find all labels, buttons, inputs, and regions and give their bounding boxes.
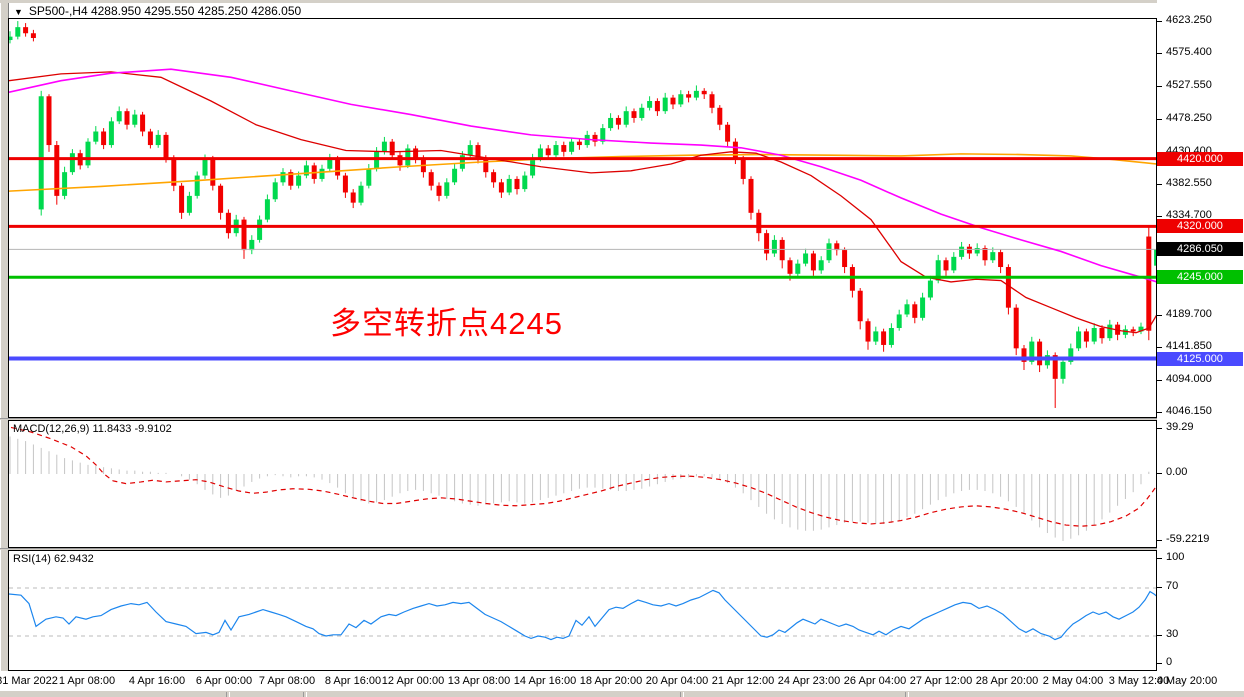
rsi-tick-label: 100 (1166, 551, 1185, 563)
status-divider (680, 692, 684, 697)
time-label: 28 Apr 20:00 (975, 675, 1039, 687)
price-tick-label: 4046.150 (1166, 405, 1212, 417)
status-bar (0, 690, 1244, 697)
macd-canvas[interactable] (9, 421, 1156, 547)
status-divider (905, 692, 909, 697)
annotation-text[interactable]: 多空转折点4245 (330, 306, 563, 341)
status-divider (226, 692, 230, 697)
y-tick-mark (1157, 428, 1162, 429)
y-tick-mark (1157, 663, 1162, 664)
price-chart-panel[interactable] (8, 18, 1157, 418)
time-label: 2 May 04:00 (1042, 675, 1104, 687)
price-scale[interactable]: 4623.250 4575.400 4527.550 4478.250 4430.400… (1157, 0, 1244, 690)
y-tick-mark (1157, 315, 1162, 316)
symbol-dropdown-icon[interactable]: ▼ (14, 7, 23, 17)
rsi-tick-label: 70 (1166, 580, 1179, 592)
rsi-tick-label: 30 (1166, 628, 1179, 640)
price-chart-canvas[interactable] (9, 19, 1156, 417)
y-tick-mark (1157, 53, 1162, 54)
y-tick-mark (1157, 216, 1162, 217)
time-label: 4 Apr 16:00 (128, 675, 186, 687)
price-tick-label: 4094.000 (1166, 373, 1212, 385)
rsi-panel[interactable] (8, 550, 1157, 671)
time-label: 31 Mar 2022 (0, 675, 58, 687)
rsi-label: RSI(14) 62.9432 (13, 553, 94, 565)
price-badge: 4286.050 (1157, 242, 1243, 256)
y-tick-mark (1157, 347, 1162, 348)
time-label: 3 May 12:00 (1108, 675, 1170, 687)
price-badge: 4420.000 (1157, 152, 1243, 166)
price-tick-label: 4527.550 (1166, 79, 1212, 91)
rsi-tick-label: 0 (1166, 656, 1173, 668)
y-tick-mark (1157, 412, 1162, 413)
price-tick-label: 4478.250 (1166, 112, 1212, 124)
y-tick-mark (1157, 21, 1162, 22)
y-tick-mark (1157, 86, 1162, 87)
time-label: 12 Apr 00:00 (381, 675, 445, 687)
y-tick-mark (1157, 558, 1162, 559)
time-label: 21 Apr 12:00 (711, 675, 775, 687)
y-tick-mark (1157, 380, 1162, 381)
price-badge: 4320.000 (1157, 219, 1243, 233)
window-border-top (0, 0, 1244, 3)
price-badge: 4125.000 (1157, 352, 1243, 366)
chart-title-text: SP500-,H4 4288.950 4295.550 4285.250 428… (28, 4, 302, 18)
time-label: 8 Apr 16:00 (324, 675, 382, 687)
time-scale[interactable]: 31 Mar 2022 1 Apr 08:00 4 Apr 16:00 6 Apr 0… (0, 671, 1244, 690)
y-tick-mark (1157, 184, 1162, 185)
time-label: 7 Apr 08:00 (258, 675, 316, 687)
y-tick-mark (1157, 473, 1162, 474)
time-label: 4 May 20:00 (1156, 675, 1218, 687)
price-tick-label: 4623.250 (1166, 14, 1212, 26)
macd-tick-label: 0.00 (1166, 466, 1188, 478)
time-label: 27 Apr 12:00 (909, 675, 973, 687)
time-label: 18 Apr 20:00 (579, 675, 643, 687)
panel-splitter-rsi[interactable] (0, 548, 1244, 550)
time-label: 6 Apr 00:00 (195, 675, 253, 687)
price-badge: 4245.000 (1157, 270, 1243, 284)
time-label: 20 Apr 04:00 (645, 675, 709, 687)
price-tick-label: 4189.700 (1166, 308, 1212, 320)
chart-title: ▼ SP500-,H4 4288.950 4295.550 4285.250 42… (14, 4, 301, 18)
price-tick-label: 4575.400 (1166, 46, 1212, 58)
macd-tick-label: 39.29 (1166, 421, 1194, 433)
macd-label: MACD(12,26,9) 11.8433 -9.9102 (13, 423, 172, 435)
y-tick-mark (1157, 587, 1162, 588)
time-label: 26 Apr 04:00 (843, 675, 907, 687)
y-tick-mark (1157, 635, 1162, 636)
status-divider (303, 692, 307, 697)
time-label: 1 Apr 08:00 (58, 675, 116, 687)
panel-splitter-macd[interactable] (0, 418, 1244, 420)
macd-panel[interactable] (8, 420, 1157, 548)
rsi-canvas[interactable] (9, 551, 1156, 670)
price-tick-label: 4141.850 (1166, 340, 1212, 352)
y-tick-mark (1157, 540, 1162, 541)
y-tick-mark (1157, 119, 1162, 120)
price-tick-label: 4382.550 (1166, 177, 1212, 189)
time-label: 13 Apr 08:00 (447, 675, 511, 687)
time-label: 14 Apr 16:00 (513, 675, 577, 687)
time-label: 24 Apr 23:00 (777, 675, 841, 687)
macd-tick-label: -59.2219 (1166, 533, 1210, 545)
price-tick-label: 4334.700 (1166, 209, 1212, 221)
